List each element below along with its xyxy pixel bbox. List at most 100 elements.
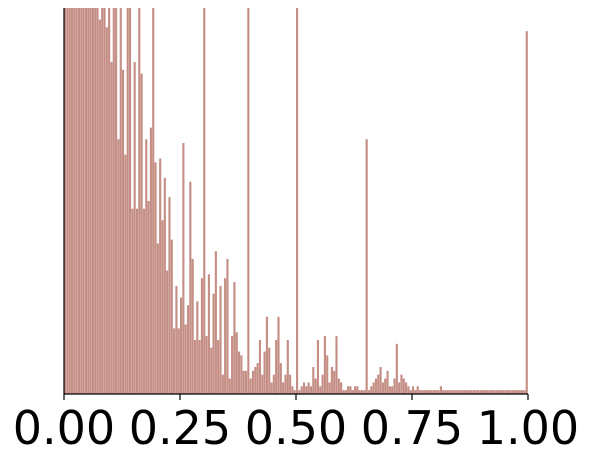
histogram-bar (351, 390, 354, 394)
histogram-bar (175, 285, 178, 394)
histogram-bar (446, 390, 449, 394)
histogram-bar (238, 351, 241, 394)
histogram-bar (265, 316, 268, 394)
histogram-bar (173, 328, 176, 394)
histogram-bar (356, 386, 359, 394)
histogram-bar (82, 8, 85, 394)
histogram-bar (323, 336, 326, 394)
histogram-bar (458, 390, 461, 394)
histogram-bar (226, 258, 229, 394)
histogram-bar (316, 339, 320, 394)
histogram-bar (293, 390, 296, 394)
histogram-bar (251, 370, 255, 394)
histogram-bar (128, 8, 132, 394)
histogram-bar (409, 390, 412, 394)
histogram-bar (453, 390, 456, 394)
histogram-bar (103, 8, 106, 394)
histogram-bar (115, 8, 118, 394)
histogram-bar (156, 243, 159, 394)
histogram-bar (196, 301, 199, 394)
histogram-bar (463, 390, 466, 394)
histogram-bar (333, 370, 336, 394)
histogram-bar (314, 378, 317, 394)
histogram-bar (428, 390, 431, 394)
histogram-bar (154, 162, 157, 394)
histogram-bar (186, 305, 190, 394)
histogram-bar (407, 386, 410, 394)
histogram-bar (261, 374, 264, 394)
histogram-bar (449, 390, 452, 394)
histogram-bar (490, 390, 494, 394)
histogram-bar (381, 382, 384, 394)
histogram-bar (391, 386, 394, 394)
histogram-bar (298, 390, 301, 394)
histogram-bar (309, 386, 313, 394)
histogram-bar (451, 390, 454, 394)
histogram-bar (84, 8, 88, 394)
histogram-bar (523, 390, 526, 394)
histogram-bar (500, 390, 503, 394)
histogram-bar (319, 386, 322, 394)
histogram-bar (398, 382, 401, 394)
histogram-bar (372, 382, 375, 394)
histogram-bar (91, 8, 94, 394)
histogram-bar (256, 363, 259, 394)
histogram-bar (305, 386, 308, 394)
histogram-bar (228, 378, 231, 394)
histogram-bar (335, 336, 338, 394)
histogram-bar (286, 339, 289, 394)
histogram-bar (89, 8, 92, 394)
histogram-bar (140, 73, 143, 395)
histogram-bar (133, 62, 136, 394)
histogram-bar (486, 390, 489, 394)
histogram-bar (384, 378, 387, 394)
histogram-bar (354, 386, 357, 394)
histogram-bar (444, 390, 447, 394)
histogram-bar (514, 390, 517, 394)
histogram-bar (370, 386, 373, 394)
histogram-bar (465, 390, 468, 394)
histogram-bar (518, 390, 521, 394)
histogram-bar (270, 382, 273, 394)
histogram-bar (358, 390, 361, 394)
histogram-bar (402, 378, 405, 394)
histogram-bar (112, 8, 115, 394)
histogram-bar (344, 390, 347, 394)
x-tick-label: 1.00 (477, 401, 579, 455)
histogram-bar (247, 8, 250, 394)
histogram-bar (189, 181, 192, 394)
histogram-bar (367, 390, 371, 394)
histogram-bar (235, 332, 238, 394)
histogram-bar (168, 197, 171, 394)
histogram-bar (126, 8, 129, 394)
histogram-bar (388, 386, 391, 394)
histogram-bar (337, 378, 340, 394)
histogram-bar (198, 339, 201, 394)
histogram-bar (110, 62, 113, 394)
histogram-bar (374, 378, 378, 394)
histogram-bar (219, 285, 222, 394)
x-tick-label: 0.50 (245, 401, 347, 455)
histogram-bar (289, 374, 292, 394)
histogram-bar (210, 347, 213, 394)
x-tick-label: 0.25 (129, 401, 231, 455)
histogram-bar (177, 328, 180, 394)
histogram-bar (161, 220, 164, 394)
histogram-bar (412, 386, 415, 394)
histogram-bar (184, 324, 187, 394)
histogram-bar (275, 339, 278, 394)
histogram-bar (495, 390, 498, 394)
histogram-bar (64, 8, 67, 394)
histogram-bar (254, 366, 257, 394)
histogram-bar (418, 390, 422, 394)
histogram-bar (328, 382, 331, 394)
histogram-bar (379, 366, 382, 394)
histogram-bar (263, 351, 266, 394)
histogram-bar (481, 390, 484, 394)
histogram-bar (108, 8, 111, 394)
histogram-bar (521, 390, 524, 394)
histogram-bar (203, 8, 206, 394)
histogram-bar (70, 8, 74, 394)
histogram-bar (340, 382, 343, 394)
